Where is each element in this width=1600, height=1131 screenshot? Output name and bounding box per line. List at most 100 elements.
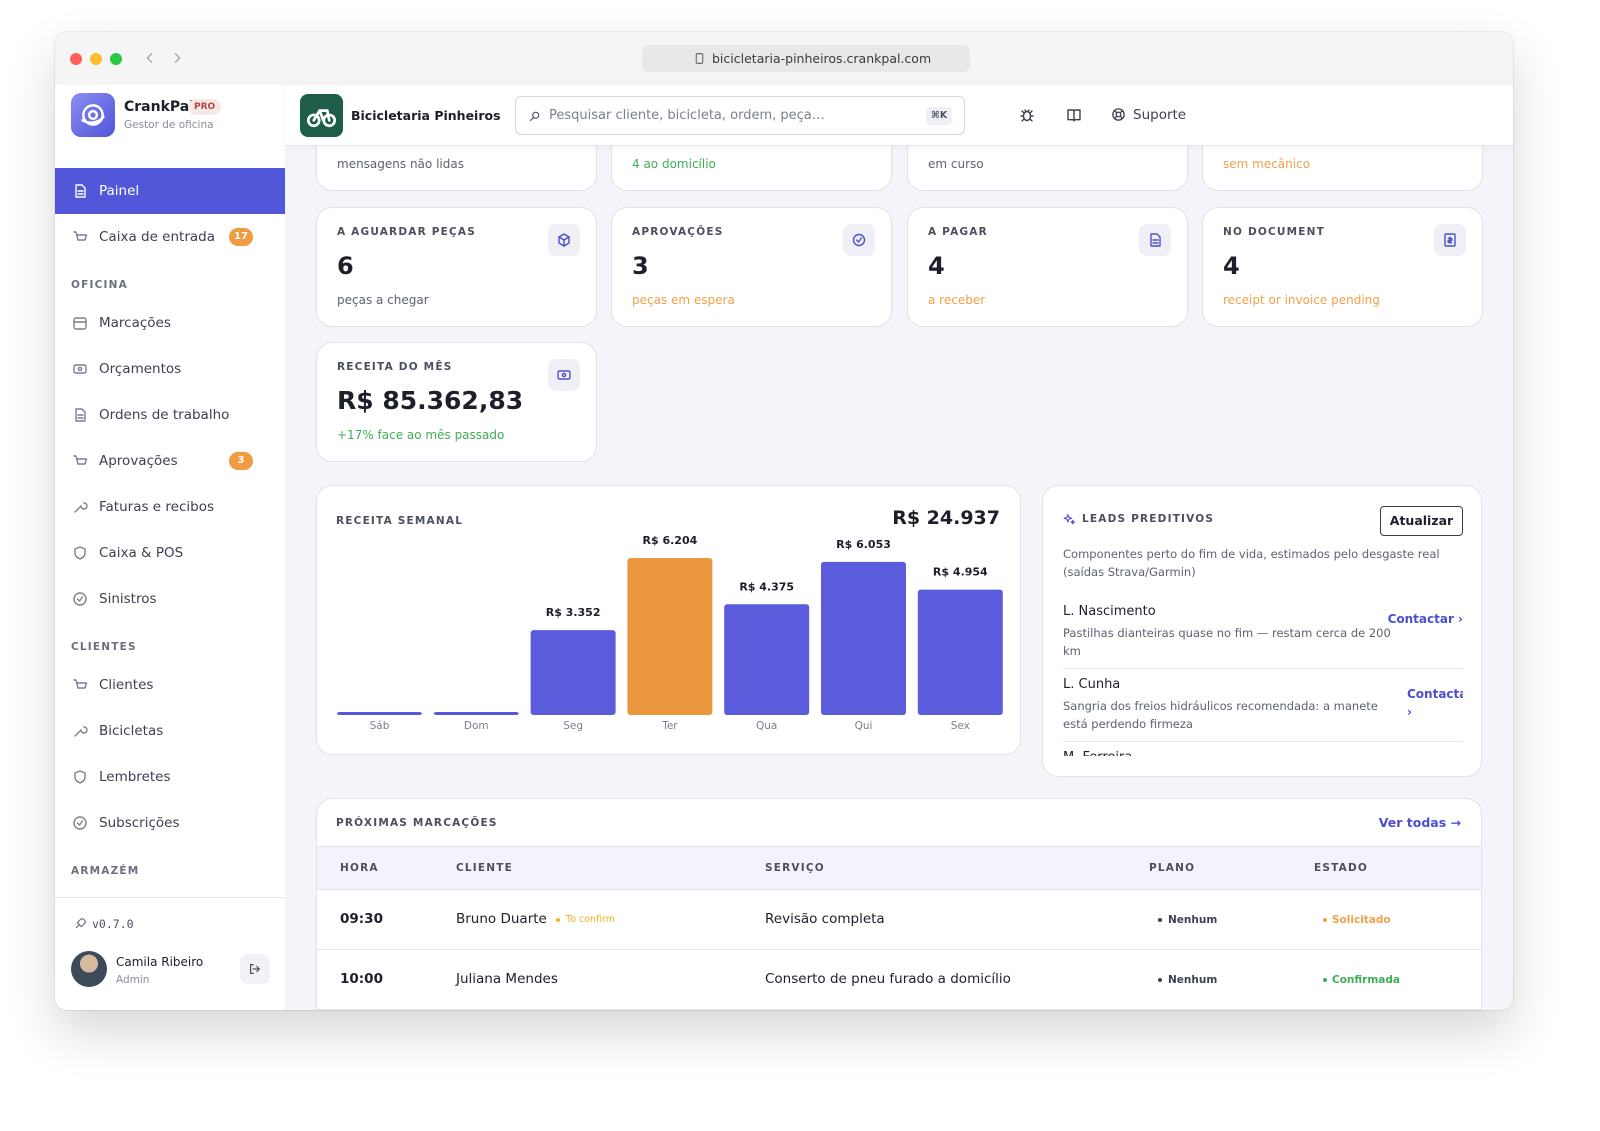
url: bicicletaria-pinheiros.crankpal.com [712,51,932,66]
logout-icon [250,964,260,974]
status: Solicitado [1332,914,1391,926]
nav-item[interactable]: Orçamentos [55,346,285,392]
stat-card: em curso [907,145,1188,191]
logout-button[interactable] [240,954,270,984]
address-bar[interactable]: bicicletaria-pinheiros.crankpal.com [642,45,970,72]
x-tick-label: Seg [563,720,583,732]
stat-label: A AGUARDAR PEÇAS [337,226,476,238]
table-row[interactable]: 09:30 Bruno Duarte To confirm Revisão compl… [317,890,1481,950]
chart-title: RECEITA SEMANAL [336,515,464,527]
nav-icon [73,816,87,830]
nav-icon [74,546,86,560]
user-name: Camila Ribeiro [116,955,204,969]
nav-item[interactable]: Clientes [55,662,285,708]
nav-item[interactable]: Lembretes [55,754,285,800]
lead-item: L. Nascimento Pastilhas dianteiras quase … [1063,596,1463,669]
nav-label: Marcações [99,315,171,331]
sidebar: CrankPal PRO Gestor de oficina Painel Caixa … [55,85,286,1010]
time: 09:30 [340,911,383,927]
nav-icon [74,770,86,784]
nav-icon [75,408,86,422]
stat-icon [548,224,580,256]
nav-icon [75,184,86,198]
nav-item[interactable]: Caixa & POS [55,530,285,576]
nav-label: Aprovações [99,453,178,469]
logo-mark [81,104,105,126]
nav-item[interactable]: Subscrições [55,800,285,846]
window-control[interactable] [70,53,82,65]
refresh-button[interactable]: Atualizar [1380,506,1463,536]
contact-link[interactable]: Contactar › [1407,687,1463,719]
stat-icon [1434,224,1466,256]
lead-item: L. Cunha Sangria dos freios hidráulicos r… [1063,669,1463,742]
appointments-card: PRÓXIMAS MARCAÇÕES Ver todas → HORA CLIENTE… [316,798,1482,1010]
contact-link[interactable]: Contactar › [1387,612,1463,626]
stat-card: sem mecânico [1202,145,1483,191]
avatar [71,951,107,987]
stat-value: 6 [337,252,354,280]
nav-icon [73,231,88,241]
support-label: Suporte [1133,107,1187,123]
plan-badge: PRO [188,99,222,115]
back-button[interactable] [143,51,157,65]
title-bar: bicicletaria-pinheiros.crankpal.com [55,32,1513,86]
nav-item[interactable]: Marcações [55,300,285,346]
window-control[interactable] [110,53,122,65]
forward-button[interactable] [170,51,184,65]
nav-item[interactable]: Painel [55,168,285,214]
stat-label: NO DOCUMENT [1223,226,1326,238]
bar [821,561,906,715]
window-control[interactable] [90,53,102,65]
bike-icon [306,109,337,128]
stat-icon [548,359,580,391]
bar [337,712,422,715]
stat-value: 4 [928,252,945,280]
client: Juliana Mendes [456,971,558,987]
nav-item[interactable]: Sinistros [55,576,285,622]
stat-card: A AGUARDAR PEÇAS 6 peças a chegar [316,207,597,327]
nav-badge: 17 [229,228,253,246]
nav-icon [73,679,88,689]
support-button[interactable]: Suporte [1111,103,1201,127]
stat-card: A PAGAR 4 a receber [907,207,1188,327]
stat-note: em curso [928,157,984,171]
status: Confirmada [1332,974,1400,986]
nav-item[interactable]: Aprovações 3 [55,438,285,484]
stat-card: APROVAÇÕES 3 peças em espera [611,207,892,327]
nav-item[interactable]: Ordens de trabalho [55,392,285,438]
stat-value: R$ 85.362,83 [337,386,524,415]
x-tick-label: Sex [951,720,970,732]
nav-item[interactable]: Bicicletas [55,708,285,754]
nav-icon [74,502,88,513]
nav-badge: 3 [229,452,253,470]
nav-label: Bicicletas [99,723,164,739]
bar-value-label: R$ 4.375 [739,580,794,593]
leads-card: LEADS PREDITIVOS Atualizar Componentes per… [1042,485,1482,777]
section-title: CLIENTES [71,641,137,653]
search-box[interactable]: Pesquisar cliente, bicicleta, ordem, peç… [515,96,965,135]
stat-note: peças em espera [632,293,735,307]
bar [917,589,1003,715]
stat-label: A PAGAR [928,226,988,238]
search-placeholder: Pesquisar cliente, bicicleta, ordem, peç… [549,108,825,123]
brand-tagline: Gestor de oficina [124,119,214,131]
plan: Nenhum [1168,974,1218,986]
stat-note: receipt or invoice pending [1223,293,1380,307]
stat-note: sem mecânico [1223,157,1311,171]
nav-item[interactable]: Caixa de entrada 17 [55,214,285,260]
stat-note: a receber [928,293,986,307]
leads-title: LEADS PREDITIVOS [1082,513,1215,525]
table-row[interactable]: 10:00 Juliana Mendes Conserto de pneu fura… [317,950,1481,1010]
section-title: ARMAZÉM [71,865,140,877]
nav-item[interactable]: Faturas e recibos [55,484,285,530]
docs-button[interactable] [1066,107,1082,123]
lead-detail: Sangria dos freios hidráulicos recomenda… [1063,699,1378,731]
nav-label: Lembretes [99,769,171,785]
browser-window: bicicletaria-pinheiros.crankpal.com Crank… [55,32,1513,1010]
bar [433,712,519,715]
client-tag: To confirm [556,910,615,930]
section-title: OFICINA [71,279,128,291]
view-all-link[interactable]: Ver todas → [1378,815,1461,830]
bug-report-button[interactable] [1019,107,1035,123]
